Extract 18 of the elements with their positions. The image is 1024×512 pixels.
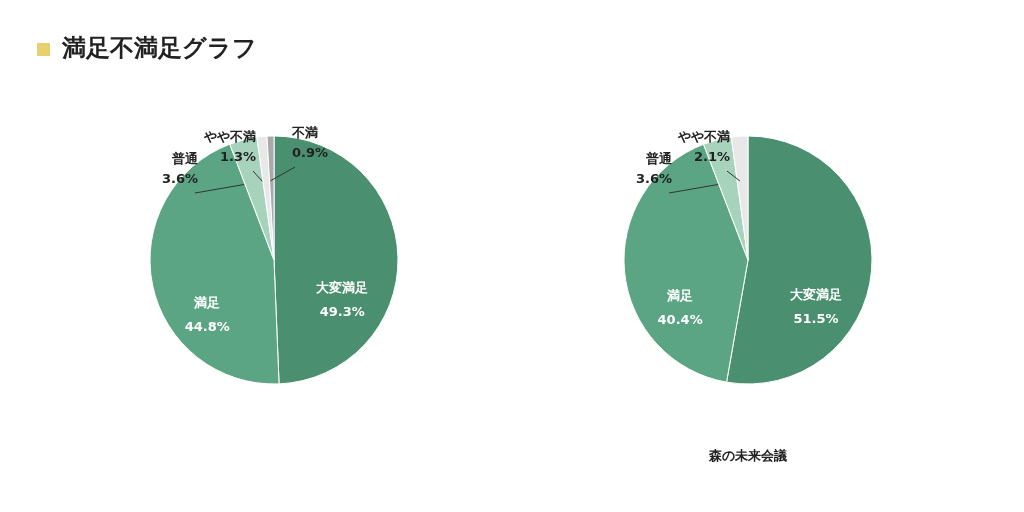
chart-title: 満足不満足グラフ bbox=[62, 33, 257, 64]
slice-label: 満足 bbox=[666, 287, 694, 303]
slice-label: 満足 bbox=[193, 294, 221, 310]
slice-label: 大変満足 bbox=[789, 286, 842, 302]
data-label: 51.5% bbox=[793, 310, 839, 326]
slice-label: 不満 bbox=[291, 125, 318, 140]
slice-label: 普通 bbox=[171, 151, 199, 166]
data-label: 1.3% bbox=[219, 149, 256, 164]
slice-label: やや不満 bbox=[203, 129, 256, 144]
data-label: 40.4% bbox=[657, 311, 703, 327]
data-label: 2.1% bbox=[693, 149, 730, 164]
data-label: 44.8% bbox=[184, 318, 230, 334]
text: 森の未来会議 bbox=[708, 448, 787, 463]
slice-label: やや不満 bbox=[677, 129, 730, 144]
data-label: 0.9% bbox=[292, 145, 329, 160]
slice-label: 大変満足 bbox=[316, 279, 369, 295]
data-label: 49.3% bbox=[319, 303, 365, 319]
slice-label: 普通 bbox=[645, 151, 673, 166]
